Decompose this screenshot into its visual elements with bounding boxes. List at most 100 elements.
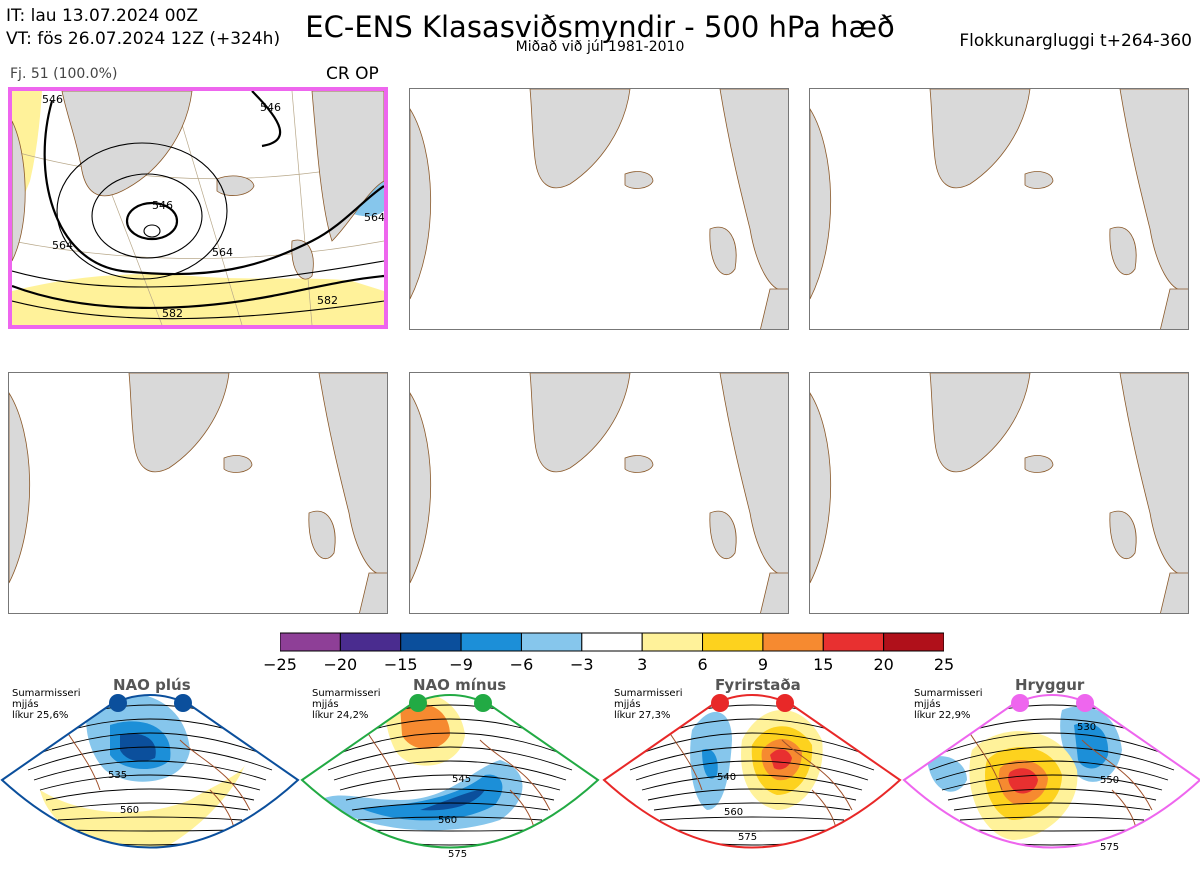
regime-info: Sumarmisseri mjjás líkur 22,9% bbox=[914, 688, 982, 721]
colorbar-tick-label: 6 bbox=[697, 655, 708, 674]
colorbar-tick-label: 9 bbox=[757, 655, 768, 674]
regime-contour-label: 550 bbox=[1100, 775, 1119, 786]
cluster-panel-6[interactable] bbox=[809, 372, 1189, 614]
cluster-panel-4[interactable] bbox=[8, 372, 388, 614]
regime-info: Sumarmisseri mjjás líkur 24,2% bbox=[312, 688, 380, 721]
base-map bbox=[810, 89, 1188, 329]
contour-label: 564 bbox=[212, 246, 233, 259]
regime-frame bbox=[0, 694, 300, 849]
base-map bbox=[410, 89, 788, 329]
page-subtitle: Miðað við júl 1981-2010 bbox=[515, 39, 685, 55]
regime-season: Sumarmisseri bbox=[312, 688, 381, 699]
regime-contour-label: 560 bbox=[724, 807, 743, 818]
contour-label: 582 bbox=[162, 307, 183, 320]
regime-contour-label: 575 bbox=[738, 832, 757, 843]
regime-season: Sumarmisseri bbox=[914, 688, 983, 699]
regime-scale: mjjás bbox=[614, 699, 641, 710]
regime-marker bbox=[474, 694, 492, 712]
classification-window: Flokkunargluggi t+264-360 bbox=[959, 31, 1192, 51]
regime-marker bbox=[174, 694, 192, 712]
regime-frame bbox=[300, 694, 600, 849]
regime-season: Sumarmisseri bbox=[614, 688, 683, 699]
cluster-panel-1[interactable]: 546 546 564 564 582 582 564 546 bbox=[8, 87, 388, 329]
colorbar-segment bbox=[822, 632, 885, 652]
contour-label: 546 bbox=[42, 93, 63, 106]
colorbar-tick-label: 25 bbox=[933, 655, 955, 674]
regime-marker bbox=[109, 694, 127, 712]
regime-contour-label: 530 bbox=[1077, 722, 1096, 733]
colorbar-tick-label: −9 bbox=[449, 655, 473, 674]
regime-scale: mjjás bbox=[312, 699, 339, 710]
regime-contour-label: 560 bbox=[438, 815, 457, 826]
regime-map: 530 550 575 bbox=[902, 694, 1200, 853]
colorbar-segment bbox=[400, 632, 462, 652]
regime-name: Fyrirstaða bbox=[715, 676, 801, 694]
colorbar-segment bbox=[641, 632, 704, 652]
colorbar-tick-label: −15 bbox=[383, 655, 418, 674]
regime-map: 545 560 575 bbox=[300, 694, 600, 860]
regime-prob: líkur 22,9% bbox=[914, 710, 971, 721]
colorbar-tick-label: 3 bbox=[637, 655, 648, 674]
colorbar-tick-label: −25 bbox=[263, 655, 297, 674]
base-map bbox=[810, 373, 1188, 613]
regime-name: Hryggur bbox=[1015, 676, 1085, 694]
cluster-panel-2[interactable] bbox=[409, 88, 789, 330]
regime-scale: mjjás bbox=[914, 699, 941, 710]
regime-marker bbox=[1076, 694, 1094, 712]
regime-map: 535 560 bbox=[0, 694, 300, 849]
regime-contour-label: 540 bbox=[717, 772, 736, 783]
contour-label: 546 bbox=[260, 101, 281, 114]
regime-name: NAO plús bbox=[113, 676, 191, 694]
regime-frame bbox=[602, 694, 902, 849]
regime-marker bbox=[711, 694, 729, 712]
regime-info: Sumarmisseri mjjás líkur 27,3% bbox=[614, 688, 682, 721]
colorbar-tick-label: −6 bbox=[509, 655, 534, 674]
page-title: EC-ENS Klasasviðsmyndir - 500 hPa hæð bbox=[305, 10, 895, 44]
colorbar-tick-label: 20 bbox=[873, 655, 894, 674]
cluster-map-1: 546 546 564 564 582 582 564 546 bbox=[12, 91, 384, 325]
regime-contour-label: 575 bbox=[448, 849, 467, 860]
cluster-panel-3[interactable] bbox=[809, 88, 1189, 330]
regime-marker bbox=[1011, 694, 1029, 712]
regime-contour-label: 560 bbox=[120, 805, 139, 816]
colorbar-segment bbox=[520, 632, 583, 652]
valid-time: VT: fös 26.07.2024 12Z (+324h) bbox=[6, 29, 281, 49]
regime-contour-label: 545 bbox=[452, 774, 471, 785]
regime-panel[interactable]: 545 560 575 bbox=[300, 680, 600, 871]
regime-season: Sumarmisseri bbox=[12, 688, 81, 699]
colorbar-segment bbox=[702, 632, 764, 652]
regime-scale: mjjás bbox=[12, 699, 39, 710]
colorbar bbox=[280, 632, 944, 652]
cluster-panel-5[interactable] bbox=[409, 372, 789, 614]
colorbar-segment bbox=[581, 632, 643, 652]
regime-contour-label: 575 bbox=[1100, 842, 1119, 853]
colorbar-segment bbox=[883, 632, 944, 652]
regime-info: Sumarmisseri mjjás líkur 25,6% bbox=[12, 688, 80, 721]
regime-marker bbox=[776, 694, 794, 712]
contour-label: 564 bbox=[52, 239, 73, 252]
colorbar-segment bbox=[339, 632, 402, 652]
init-time: IT: lau 13.07.2024 00Z bbox=[6, 6, 198, 26]
regime-marker bbox=[409, 694, 427, 712]
regime-contour-label: 535 bbox=[108, 770, 127, 781]
colorbar-tick-label: 15 bbox=[813, 655, 834, 674]
base-map bbox=[9, 373, 387, 613]
regime-panel[interactable]: 530 550 575 bbox=[902, 680, 1200, 871]
base-map bbox=[410, 373, 788, 613]
regime-prob: líkur 25,6% bbox=[12, 710, 69, 721]
colorbar-tick-label: −3 bbox=[570, 655, 594, 674]
regime-map: 540 560 575 bbox=[602, 694, 902, 849]
colorbar-segment bbox=[762, 632, 824, 652]
contour-label: 582 bbox=[317, 294, 338, 307]
contour-label: 546 bbox=[152, 199, 173, 212]
regime-frame bbox=[902, 694, 1200, 849]
regime-name: NAO mínus bbox=[413, 676, 507, 694]
regime-panel[interactable]: 535 560 bbox=[0, 680, 300, 871]
colorbar-segment bbox=[280, 632, 341, 652]
regime-panel[interactable]: 540 560 575 bbox=[602, 680, 902, 871]
regime-prob: líkur 24,2% bbox=[312, 710, 369, 721]
colorbar-segment bbox=[460, 632, 522, 652]
cluster-tags: CR OP bbox=[326, 64, 379, 84]
contour-label: 564 bbox=[364, 211, 384, 224]
member-count-label: Fj. 51 (100.0%) bbox=[10, 66, 118, 82]
